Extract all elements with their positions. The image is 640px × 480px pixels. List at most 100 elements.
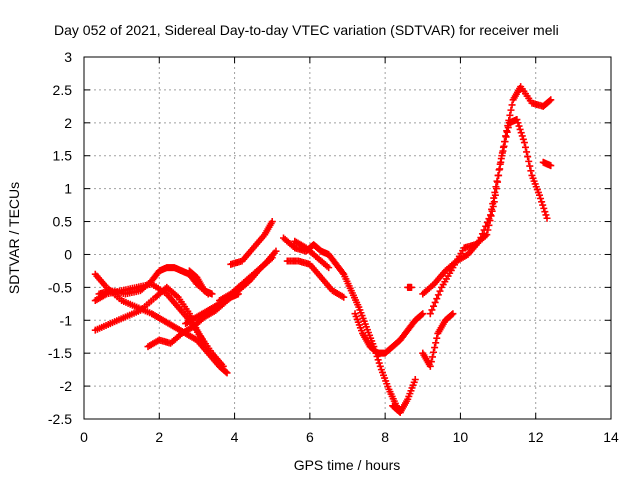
data-point	[521, 143, 529, 151]
y-axis-label: SDTVAR / TECUs	[6, 182, 22, 294]
x-tick-label: 14	[603, 429, 619, 445]
data-point	[515, 122, 523, 130]
data-point	[433, 295, 441, 303]
data-point	[426, 310, 434, 318]
data-point	[434, 291, 442, 299]
data-point	[537, 195, 545, 203]
series-arc-19	[539, 158, 555, 170]
x-tick-label: 8	[381, 429, 389, 445]
data-point	[489, 203, 497, 211]
data-point	[499, 147, 507, 155]
data-point	[527, 167, 535, 175]
y-tick-label: 2.5	[53, 82, 73, 98]
data-point	[488, 207, 496, 215]
data-point	[431, 298, 439, 306]
data-point	[523, 148, 531, 156]
series-arc-12	[291, 237, 333, 272]
data-point	[516, 125, 524, 133]
x-tick-label: 6	[306, 429, 314, 445]
data-point	[543, 214, 551, 222]
y-tick-label: 1	[64, 181, 72, 197]
data-point	[325, 264, 333, 272]
data-point	[430, 348, 438, 356]
data-point	[526, 162, 534, 170]
data-point	[449, 310, 457, 318]
y-tick-label: 0.5	[53, 214, 73, 230]
data-point	[520, 139, 528, 147]
series-arc-17	[419, 310, 457, 370]
data-point	[376, 362, 384, 370]
data-point	[223, 369, 231, 377]
x-tick-label: 12	[528, 429, 544, 445]
series-arc-4	[95, 264, 212, 298]
data-point	[340, 293, 348, 301]
data-point	[448, 311, 456, 319]
x-tick-label: 0	[80, 429, 88, 445]
series-arc-8	[227, 218, 276, 268]
series-arc-16	[426, 116, 551, 318]
data-point	[208, 290, 216, 298]
data-point	[517, 129, 525, 137]
data-point	[514, 119, 522, 127]
data-point	[428, 353, 436, 361]
data-point	[430, 302, 438, 310]
data-point	[502, 133, 510, 141]
data-point	[375, 359, 383, 367]
data-point	[200, 339, 208, 347]
data-point	[547, 96, 555, 104]
data-point	[222, 368, 230, 376]
series-arc-18	[404, 283, 415, 291]
data-point	[268, 218, 276, 226]
data-point	[436, 287, 444, 295]
data-point	[411, 376, 419, 384]
y-tick-label: -1	[60, 312, 73, 328]
data-point	[432, 339, 440, 347]
data-point	[497, 158, 505, 166]
data-point	[518, 132, 526, 140]
data-point	[426, 362, 434, 370]
data-point	[433, 334, 441, 342]
data-point	[374, 356, 382, 364]
x-tick-label: 2	[155, 429, 163, 445]
data-point	[431, 344, 439, 352]
data-point	[491, 191, 499, 199]
data-point	[428, 306, 436, 314]
x-tick-label: 10	[453, 429, 469, 445]
y-axis: -2.5 -2 -1.5 -1 -0.5 0 0.5 1 1.5 2 2.5 3	[48, 49, 611, 427]
data-point	[234, 290, 242, 298]
data-point	[492, 185, 500, 193]
data-point	[490, 198, 498, 206]
grid-lines	[84, 57, 611, 419]
data-point	[419, 310, 427, 318]
data-point	[525, 157, 533, 165]
data-point	[500, 142, 508, 150]
data-point	[496, 165, 504, 173]
data-point	[504, 124, 512, 132]
chart-title: Day 052 of 2021, Sidereal Day-to-day VTE…	[54, 22, 559, 38]
data-point	[519, 135, 527, 143]
x-axis-label: GPS time / hours	[294, 457, 401, 473]
y-tick-label: -0.5	[48, 279, 72, 295]
data-point	[494, 178, 502, 186]
data-point	[482, 222, 490, 230]
data-point	[506, 111, 514, 119]
x-axis: 0 2 4 6 8 10 12 14	[80, 57, 619, 445]
y-tick-label: 3	[64, 49, 72, 65]
y-tick-label: -1.5	[48, 345, 72, 361]
data-point	[538, 198, 546, 206]
data-point	[487, 212, 495, 220]
y-tick-label: -2.5	[48, 411, 72, 427]
plot-frame	[83, 56, 612, 420]
data-point	[272, 247, 280, 255]
data-point	[483, 231, 491, 239]
data-point	[219, 362, 227, 370]
data-point	[418, 311, 426, 319]
data-point	[542, 211, 550, 219]
data-point	[484, 226, 492, 234]
data-point	[503, 128, 511, 136]
data-point	[485, 221, 493, 229]
data-point	[540, 204, 548, 212]
y-tick-label: -2	[60, 378, 73, 394]
series-arc-14	[389, 376, 419, 416]
data-point	[524, 153, 532, 161]
